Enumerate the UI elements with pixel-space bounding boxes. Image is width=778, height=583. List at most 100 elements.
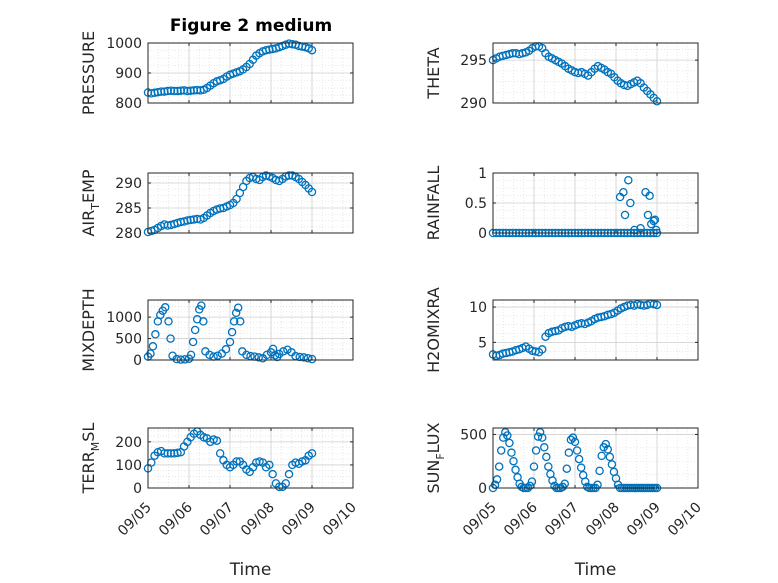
data-point (213, 351, 222, 360)
data-point (645, 191, 654, 201)
data-point (496, 446, 506, 455)
data-point (227, 327, 237, 337)
data-point (156, 310, 165, 320)
axes-frame (147, 172, 354, 234)
data-point (649, 299, 658, 309)
data-point (650, 215, 660, 225)
figure-title: Figure 2 medium (170, 16, 332, 36)
data-point (533, 432, 543, 441)
data-point (649, 216, 658, 226)
axes-frame (492, 427, 699, 489)
data-point (188, 337, 198, 347)
data-point (233, 303, 243, 312)
data-point (605, 452, 615, 462)
subplot-1: 800 900 1000 PRESSURE (79, 31, 354, 115)
data-point (199, 317, 208, 326)
data-point (279, 347, 288, 356)
data-point (205, 350, 214, 360)
axes-frame (492, 299, 699, 361)
data-point (572, 446, 582, 455)
data-point (652, 97, 662, 106)
data-point (180, 355, 190, 364)
data-point (186, 350, 196, 360)
y-tick-label: 1 (478, 166, 487, 182)
data-point (254, 353, 263, 362)
y-tick-label: 0.5 (465, 196, 487, 212)
y-tick-label: 200 (115, 435, 142, 451)
axes-frame (492, 42, 699, 104)
y-axis-label: MIXDEPTH (79, 288, 98, 371)
data-point (576, 463, 586, 472)
y-axis-label: AIRTEMP (79, 169, 102, 236)
data-point (173, 448, 182, 458)
data-point (597, 451, 606, 461)
data-point (537, 433, 547, 442)
data-point (601, 439, 611, 449)
y-axis-label-main: SUN (424, 460, 443, 494)
data-point (603, 445, 613, 454)
data-point (307, 187, 317, 197)
y-axis-label-subscript: F (434, 453, 447, 459)
axes-frame (147, 299, 354, 361)
data-point (148, 342, 158, 351)
data-point (190, 325, 200, 335)
y-tick-label: 800 (115, 96, 142, 112)
x-axis-label: Time (574, 560, 617, 580)
data-point (535, 428, 545, 437)
data-point (651, 225, 661, 235)
data-point (151, 330, 160, 339)
data-point (566, 435, 576, 445)
data-point (284, 469, 294, 479)
y-tick-label: 900 (115, 66, 142, 82)
data-point (270, 351, 280, 360)
data-point (509, 456, 518, 466)
data-point (619, 187, 628, 197)
data-point (624, 175, 633, 185)
data-point (242, 350, 251, 360)
y-axis-label: SUNFLUX (424, 422, 447, 493)
data-point (542, 452, 551, 462)
data-point (221, 345, 231, 354)
y-axis-label-rest: LUX (424, 422, 443, 453)
data-point (494, 462, 504, 471)
y-tick-label: 10 (469, 300, 487, 316)
data-point (529, 462, 539, 471)
data-point (548, 476, 557, 485)
data-point (568, 433, 578, 442)
data-point (307, 354, 317, 364)
data-point (265, 460, 274, 470)
y-tick-label: 0 (133, 353, 142, 369)
data-point (537, 345, 547, 354)
data-point (531, 446, 541, 455)
subplot-4: 0 0.5 1 RAINFALL (424, 166, 699, 242)
data-point (172, 354, 181, 364)
data-point (295, 352, 304, 362)
y-axis-label: RAINFALL (424, 166, 443, 241)
data-point (232, 457, 241, 466)
y-tick-label: 1000 (106, 310, 142, 326)
y-axis-label: H2OMIXRA (424, 287, 443, 373)
y-axis-label-rest: EMP (79, 169, 98, 203)
data-point (268, 469, 277, 479)
y-tick-label: 295 (460, 53, 487, 69)
y-axis-label-main: AIR (79, 210, 98, 237)
data-point (235, 317, 245, 326)
data-point (166, 334, 175, 343)
data-point (525, 481, 535, 491)
data-point (307, 449, 317, 458)
data-point (511, 465, 520, 475)
y-tick-label: 0 (133, 481, 142, 497)
data-point (215, 449, 225, 458)
data-point (560, 479, 570, 488)
data-point (564, 448, 574, 457)
data-point (652, 300, 662, 310)
y-tick-label: 290 (460, 96, 487, 112)
data-point (212, 436, 222, 445)
y-axis-label: TERRMSL (79, 423, 102, 495)
y-tick-label: 0 (478, 226, 487, 242)
data-point (281, 479, 291, 488)
y-axis-label: THETA (424, 47, 443, 99)
data-point (225, 337, 235, 347)
